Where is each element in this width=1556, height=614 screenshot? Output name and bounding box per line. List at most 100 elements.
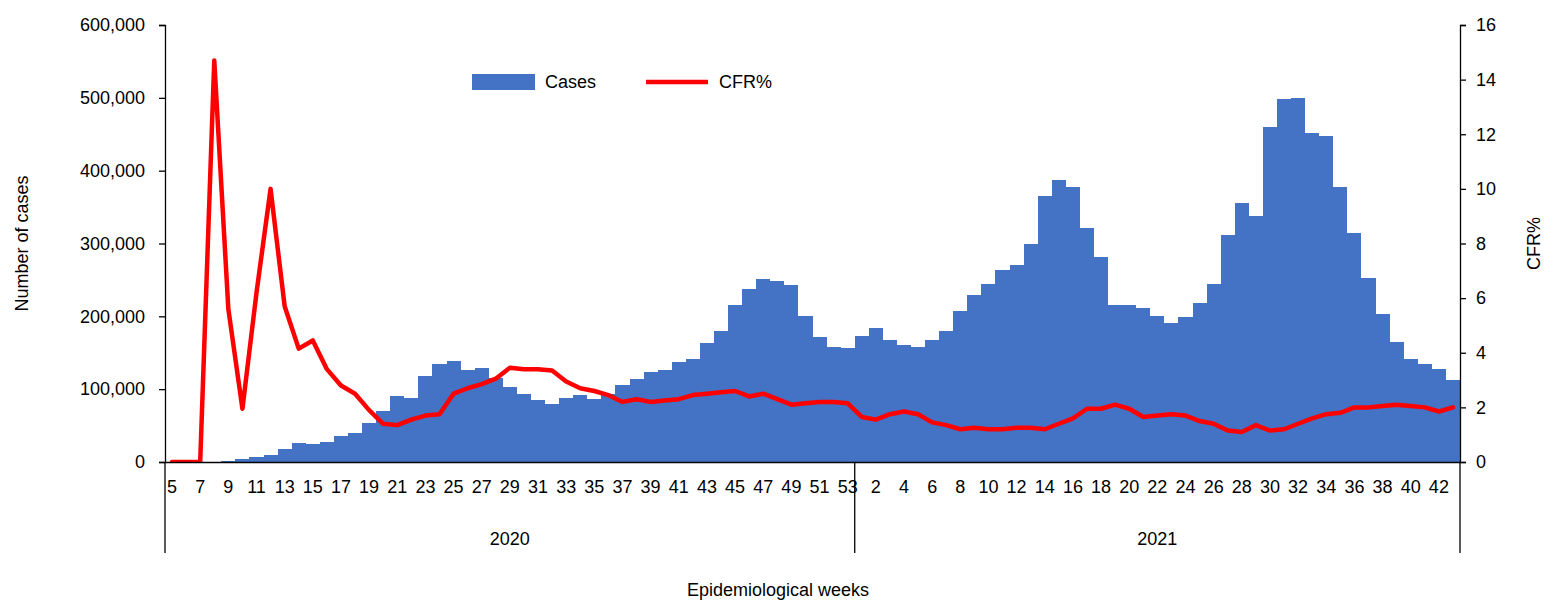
group-separator (854, 462, 855, 553)
tick-label: 23 (415, 477, 435, 497)
bar (306, 444, 320, 462)
tick-label: 6 (927, 477, 937, 497)
plot-area (172, 61, 1460, 462)
tick-label: 400,000 (80, 161, 145, 181)
bar (813, 337, 827, 462)
y2-axis-title: CFR% (1524, 217, 1544, 270)
tick-label: 51 (810, 477, 830, 497)
bar (1094, 257, 1108, 462)
bar (278, 449, 292, 462)
tick-label: 31 (528, 477, 548, 497)
tick-label: 13 (275, 477, 295, 497)
tick-mark (1460, 189, 1466, 190)
tick: 5 (167, 462, 177, 497)
bar (447, 361, 461, 462)
tick-label: 32 (1288, 477, 1308, 497)
bar (235, 459, 249, 462)
tick-label: 47 (753, 477, 773, 497)
bar (1010, 265, 1024, 462)
bar (292, 443, 306, 462)
tick-label: 0 (1476, 452, 1486, 472)
bar (714, 331, 728, 462)
group-label: 2021 (1137, 529, 1177, 549)
tick-label: 8 (955, 477, 965, 497)
legend: Cases CFR% (472, 72, 772, 92)
tick: 14 (1460, 70, 1496, 90)
tick-label: 28 (1232, 477, 1252, 497)
tick: 12 (1460, 125, 1496, 145)
tick: 21 (387, 462, 407, 497)
chart: 0100,000200,000300,000400,000500,000600,… (0, 0, 1556, 614)
tick: 16 (1063, 462, 1083, 497)
background (0, 0, 1556, 614)
bar (925, 340, 939, 462)
tick: 10 (1460, 179, 1496, 199)
tick-mark (1460, 134, 1466, 135)
bar (249, 457, 263, 462)
bar (1376, 314, 1390, 462)
tick-label: 39 (641, 477, 661, 497)
tick: 10 (978, 462, 998, 497)
tick-label: 7 (195, 477, 205, 497)
tick-mark (1460, 25, 1466, 26)
tick-label: 45 (725, 477, 745, 497)
tick: 6 (1460, 288, 1486, 308)
bar (1347, 233, 1361, 462)
bar (672, 362, 686, 462)
legend-item: CFR% (646, 72, 772, 92)
tick-label: 14 (1035, 477, 1055, 497)
tick: 27 (472, 462, 492, 497)
tick-label: 12 (1476, 125, 1496, 145)
bar (855, 336, 869, 462)
tick-label: 16 (1063, 477, 1083, 497)
tick-mark (1460, 407, 1466, 408)
x-axis-title: Epidemiological weeks (687, 580, 869, 600)
tick-label: 11 (247, 477, 266, 497)
tick-label: 18 (1091, 477, 1111, 497)
bar (362, 423, 376, 462)
tick: 17 (331, 462, 351, 497)
bar (348, 433, 362, 462)
bar (1038, 196, 1052, 462)
bar (911, 347, 925, 462)
bar (264, 455, 278, 462)
tick: 34 (1316, 462, 1336, 497)
bar (756, 279, 770, 462)
bar (1178, 317, 1192, 462)
axis-line (159, 26, 166, 463)
group-separator (164, 462, 165, 553)
tick: 13 (275, 462, 295, 497)
tick-label: 100,000 (80, 379, 145, 399)
bar (545, 404, 559, 462)
bar (489, 378, 503, 462)
bar (390, 396, 404, 462)
tick-label: 8 (1476, 234, 1486, 254)
tick: 14 (1035, 462, 1055, 497)
bar (573, 395, 587, 462)
tick: 500,000 (80, 88, 165, 108)
tick-mark (159, 25, 165, 26)
group-label: 2020 (490, 529, 530, 549)
tick-mark (1460, 462, 1466, 463)
tick-label: 2 (1476, 398, 1486, 418)
tick: 39 (641, 462, 661, 497)
bar (1432, 369, 1446, 462)
bar (658, 370, 672, 462)
legend-swatch (472, 74, 535, 90)
tick-label: 29 (500, 477, 520, 497)
tick: 33 (556, 462, 576, 497)
legend-label: Cases (545, 72, 596, 92)
tick: 600,000 (80, 15, 165, 35)
axis-line (166, 462, 1461, 463)
bar (995, 270, 1009, 462)
tick: 38 (1373, 462, 1393, 497)
tick: 15 (303, 462, 323, 497)
tick-mark (1460, 298, 1466, 299)
tick: 20 (1119, 462, 1139, 497)
tick: 400,000 (80, 161, 165, 181)
bar (461, 370, 475, 462)
bar (630, 379, 644, 462)
bar (1193, 303, 1207, 462)
tick-mark (1460, 353, 1466, 354)
tick-label: 12 (1007, 477, 1027, 497)
